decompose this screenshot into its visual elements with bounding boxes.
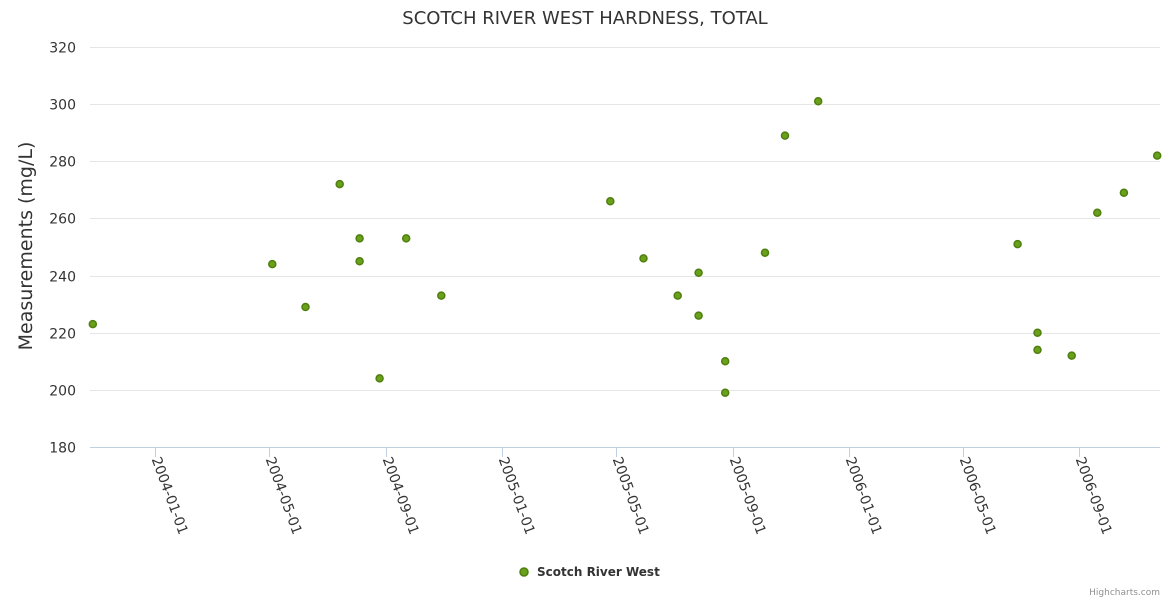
- data-point[interactable]: [1093, 208, 1102, 217]
- legend[interactable]: Scotch River West: [519, 565, 660, 579]
- gridlines: [90, 47, 1160, 391]
- y-tick-label: 200: [49, 384, 76, 400]
- data-point[interactable]: [760, 248, 770, 257]
- y-tick-label: 220: [49, 327, 76, 343]
- y-tick-label: 240: [49, 270, 76, 286]
- x-tick-label: 2005-05-01: [609, 455, 652, 537]
- x-tick-label: 2005-09-01: [726, 455, 769, 537]
- data-point[interactable]: [780, 131, 790, 140]
- data-point[interactable]: [1119, 188, 1129, 197]
- data-point[interactable]: [88, 319, 98, 329]
- y-tick-label: 320: [49, 41, 76, 57]
- series-points: [88, 97, 1162, 397]
- data-point[interactable]: [1033, 345, 1042, 355]
- data-point[interactable]: [301, 302, 310, 312]
- x-tick-label: 2006-05-01: [956, 455, 999, 537]
- data-point[interactable]: [355, 234, 364, 243]
- data-point[interactable]: [355, 257, 364, 266]
- x-tick-label: 2004-09-01: [379, 455, 422, 537]
- data-point[interactable]: [639, 254, 648, 263]
- x-axis-ticks: 2004-01-01 2004-05-01 2004-09-01 2005-01-01…: [148, 447, 1115, 537]
- y-axis-ticks: 180 200 220 240 260 280 300 320: [49, 41, 76, 457]
- y-tick-label: 180: [49, 441, 76, 457]
- data-point[interactable]: [437, 291, 446, 300]
- y-axis-title: Measurements (mg/L): [15, 142, 37, 351]
- data-point[interactable]: [606, 197, 615, 206]
- chart-title: SCOTCH RIVER WEST HARDNESS, TOTAL: [402, 8, 767, 29]
- data-point[interactable]: [720, 357, 730, 366]
- data-point[interactable]: [375, 374, 384, 383]
- data-point[interactable]: [401, 234, 411, 243]
- x-tick-label: 2005-01-01: [495, 455, 538, 537]
- data-point[interactable]: [720, 388, 730, 397]
- x-tick-label: 2006-01-01: [842, 455, 885, 537]
- legend-marker-icon[interactable]: [519, 567, 529, 577]
- data-point[interactable]: [1033, 328, 1042, 337]
- data-point[interactable]: [813, 97, 823, 106]
- data-point[interactable]: [694, 268, 703, 277]
- legend-item-label[interactable]: Scotch River West: [537, 565, 660, 579]
- credits-link[interactable]: Highcharts.com: [1089, 588, 1160, 598]
- data-point[interactable]: [1013, 239, 1022, 249]
- data-point[interactable]: [673, 291, 682, 300]
- data-point[interactable]: [268, 259, 277, 269]
- y-tick-label: 280: [49, 155, 76, 171]
- data-point[interactable]: [1067, 351, 1076, 360]
- data-point[interactable]: [335, 179, 344, 189]
- data-point[interactable]: [694, 311, 703, 320]
- data-point[interactable]: [1152, 151, 1162, 160]
- y-tick-label: 260: [49, 212, 76, 228]
- y-tick-label: 300: [49, 98, 76, 114]
- x-tick-label: 2004-01-01: [148, 455, 191, 537]
- x-tick-label: 2006-09-01: [1072, 455, 1115, 537]
- x-tick-label: 2004-05-01: [262, 455, 305, 537]
